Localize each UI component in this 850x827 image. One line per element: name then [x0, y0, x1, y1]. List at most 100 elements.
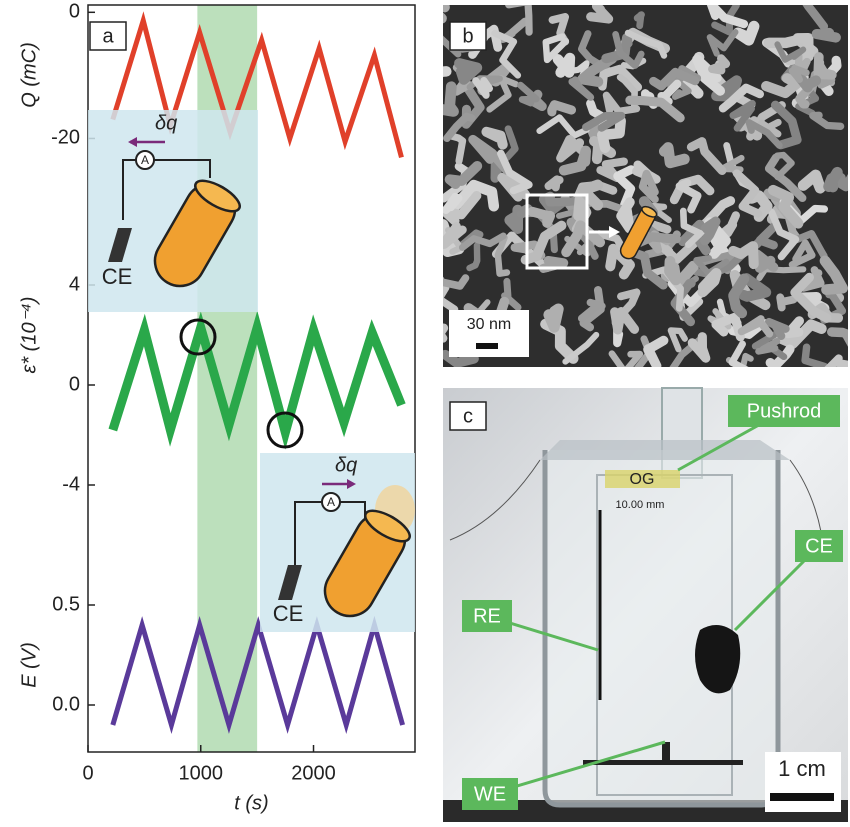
sem-ligament — [788, 239, 816, 269]
wire — [154, 159, 211, 178]
sem-ligament — [536, 114, 590, 139]
sem-ligament — [776, 293, 798, 312]
scale-bar-label: 1 cm — [778, 756, 826, 781]
sem-ligament — [597, 115, 626, 153]
y-tick-label: 0.5 — [52, 593, 80, 615]
sem-ligament — [633, 11, 645, 30]
sem-ligament — [517, 81, 540, 107]
sem-ligament — [489, 154, 502, 183]
sem-ligament — [752, 221, 779, 250]
sem-ligament — [732, 169, 763, 218]
cell-lid — [540, 440, 790, 460]
sem-ligament — [770, 100, 802, 150]
working-electrode — [662, 742, 670, 762]
sem-ligament — [481, 126, 508, 150]
sem-ligament — [624, 29, 668, 59]
sem-ligament — [811, 27, 841, 43]
sem-ligament — [643, 335, 669, 367]
sem-ligament — [486, 74, 519, 113]
sem-ligament — [678, 219, 711, 256]
scale-bar-box — [449, 310, 529, 357]
sem-ligament — [497, 149, 533, 195]
sem-ligament — [794, 52, 811, 78]
sem-ligament — [552, 52, 576, 78]
wire — [122, 159, 136, 220]
flow-label: δq — [335, 454, 357, 476]
sem-ligament — [788, 64, 810, 83]
y-axis-label: Q (mC) — [18, 42, 40, 108]
sem-ligament — [561, 220, 606, 258]
sem-ligament — [443, 192, 463, 214]
sem-ligament — [602, 91, 641, 116]
sem-ligament — [732, 20, 760, 46]
scale-bar-box — [765, 752, 841, 812]
sem-ligament — [802, 5, 829, 31]
ligament-icon — [619, 205, 658, 260]
panel-label: b — [462, 25, 473, 47]
callout-label: Pushrod — [747, 400, 822, 422]
sem-ligament — [547, 100, 577, 117]
x-tick-label: 2000 — [291, 762, 336, 784]
sem-ligament — [755, 337, 781, 355]
sem-ligament — [813, 52, 837, 80]
sem-ligament — [560, 194, 582, 233]
sem-ligament — [582, 111, 626, 132]
y-tick-label: 0 — [69, 1, 80, 23]
counter-electrode — [695, 625, 741, 694]
sem-ligament — [708, 54, 731, 75]
sem-ligament — [700, 216, 721, 246]
sem-ligament — [752, 249, 779, 273]
sem-ligament — [738, 273, 772, 302]
sem-ligament — [737, 315, 774, 338]
sem-ligament — [577, 53, 618, 88]
sem-ligament — [794, 71, 822, 93]
panel-label: c — [463, 405, 473, 427]
sem-ligament — [667, 327, 688, 353]
sem-ligament — [543, 303, 564, 333]
cycle-marker — [266, 411, 304, 449]
ammeter — [135, 150, 155, 170]
sem-ligament — [444, 160, 483, 190]
callout-box — [462, 778, 518, 810]
wire — [294, 501, 322, 565]
gauge-label: OG — [630, 471, 655, 488]
sem-ligament — [655, 237, 700, 265]
panel-label-box — [449, 21, 487, 51]
sem-ligament — [686, 137, 727, 176]
sem-ligament — [544, 175, 564, 192]
sem-ligament — [664, 256, 682, 286]
sem-ligament — [632, 232, 681, 248]
sem-ligament — [520, 220, 567, 265]
sem-ligament — [558, 145, 592, 176]
sem-ligament — [797, 169, 826, 194]
sem-ligament — [746, 190, 773, 222]
sem-ligament — [468, 134, 512, 175]
sem-ligament — [728, 340, 749, 367]
sem-ligament — [801, 343, 829, 367]
sem-ligament — [443, 221, 467, 249]
y-tick-label: 0 — [69, 373, 80, 395]
sem-ligament — [605, 243, 635, 280]
sem-ligament — [761, 73, 803, 99]
y-tick-label: -20 — [51, 127, 80, 149]
sem-ligament — [675, 178, 702, 214]
sem-ligament — [720, 154, 745, 173]
ammeter-label: A — [141, 153, 149, 167]
flow-arrowhead — [347, 479, 356, 489]
sem-ligament — [649, 67, 700, 91]
callout-box — [462, 600, 512, 632]
sem-ligament — [729, 99, 756, 132]
sem-ligament — [586, 5, 614, 24]
sem-ligament — [758, 118, 782, 138]
data-line — [108, 310, 406, 450]
x-tick-label: 0 — [82, 762, 93, 784]
sem-ligament — [458, 232, 507, 251]
sem-ligament — [767, 184, 804, 229]
sem-ligament — [625, 95, 685, 123]
sem-ligament — [765, 344, 795, 367]
sem-ligament — [596, 157, 628, 182]
callout-arrow — [489, 740, 666, 796]
sem-ligament — [454, 58, 483, 85]
sem-ligament — [788, 229, 828, 260]
